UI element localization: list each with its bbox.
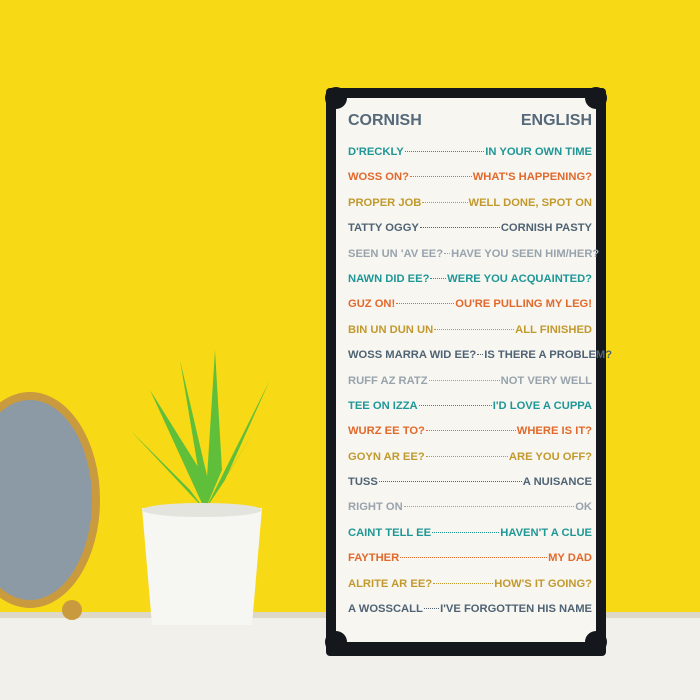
phrase-row: D'RECKLY IN YOUR OWN TIME — [348, 146, 592, 171]
dotted-leader — [425, 430, 516, 432]
english-meaning: I'D LOVE A CUPPA — [492, 399, 592, 412]
dotted-leader — [430, 277, 447, 279]
header-left: CORNISH — [348, 112, 422, 129]
header-right: ENGLISH — [520, 112, 592, 129]
dotted-leader — [432, 531, 500, 533]
english-meaning: HAVEN'T A CLUE — [500, 526, 592, 539]
dotted-leader — [444, 252, 451, 254]
mirror — [0, 392, 100, 620]
cornish-phrase: TATTY OGGY — [348, 222, 419, 235]
phrase-row: WOSS MARRA WID EE? IS THERE A PROBLEM? — [348, 349, 612, 374]
cornish-phrase: PROPER JOB — [348, 196, 422, 209]
phrase-row: GOYN AR EE? ARE YOU OFF? — [348, 451, 592, 476]
dotted-leader — [422, 201, 468, 203]
english-meaning: I'VE FORGOTTEN HIS NAME — [440, 603, 592, 616]
cornish-phrase: TUSS — [348, 476, 378, 489]
phrase-row: GUZ ON! OU'RE PULLING MY LEG! — [348, 298, 592, 323]
plant — [130, 350, 270, 625]
phrase-row: WURZ EE TO? WHERE IS IT? — [348, 425, 592, 450]
english-meaning: MY DAD — [548, 552, 592, 565]
dotted-leader — [418, 404, 492, 406]
phrase-row: FAYTHER MY DAD — [348, 552, 592, 577]
english-meaning: IS THERE A PROBLEM? — [484, 349, 613, 362]
phrase-row: SEEN UN 'AV EE? HAVE YOU SEEN HIM/HER? — [348, 247, 599, 273]
cornish-phrase: SEEN UN 'AV EE? — [348, 247, 444, 260]
english-meaning: HOW'S IT GOING? — [494, 577, 592, 590]
cornish-phrase: RUFF AZ RATZ — [348, 374, 428, 387]
dotted-leader — [404, 151, 485, 152]
cornish-phrase: WURZ EE TO? — [348, 425, 425, 438]
phrase-row: BIN UN DUN UN ALL FINISHED — [348, 324, 592, 349]
phrase-row: TEE ON IZZA I'D LOVE A CUPPA — [348, 400, 592, 425]
phrase-row: TATTY OGGY CORNISH PASTY — [348, 222, 592, 247]
cornish-phrase: GUZ ON! — [348, 298, 396, 311]
cornish-phrase: BIN UN DUN UN — [348, 323, 434, 336]
cornish-phrase: TEE ON IZZA — [348, 399, 418, 412]
dotted-leader — [423, 608, 440, 610]
english-meaning: CORNISH PASTY — [500, 222, 592, 235]
phrase-row: CAINT TELL EE HAVEN'T A CLUE — [348, 527, 592, 552]
dotted-leader — [400, 557, 548, 559]
phrase-row: RUFF AZ RATZ NOT VERY WELL — [348, 375, 592, 400]
phrase-row: RIGHT ON OK — [348, 501, 592, 526]
cornish-phrase: FAYTHER — [348, 552, 400, 565]
phrase-row: PROPER JOB WELL DONE, SPOT ON — [348, 197, 592, 222]
cornish-phrase: RIGHT ON — [348, 501, 403, 514]
dotted-leader — [419, 227, 500, 229]
dotted-leader — [433, 582, 494, 584]
dotted-leader — [409, 176, 472, 178]
sign-board — [325, 87, 607, 656]
cornish-phrase: ALRITE AR EE? — [348, 577, 433, 590]
dotted-leader — [378, 481, 522, 483]
english-meaning: ALL FINISHED — [515, 323, 592, 336]
dotted-leader — [396, 303, 455, 305]
english-meaning: HAVE YOU SEEN HIM/HER? — [451, 247, 600, 260]
english-meaning: A NUISANCE — [522, 476, 592, 489]
english-meaning: WHAT'S HAPPENING? — [472, 171, 592, 184]
english-meaning: WERE YOU ACQUAINTED? — [447, 272, 592, 285]
phrase-row: WOSS ON? WHAT'S HAPPENING? — [348, 171, 592, 196]
english-meaning: IN YOUR OWN TIME — [485, 146, 592, 158]
dotted-leader — [428, 379, 500, 381]
english-meaning: ARE YOU OFF? — [508, 450, 592, 463]
cornish-phrase: CAINT TELL EE — [348, 526, 432, 539]
english-meaning: NOT VERY WELL — [500, 374, 592, 387]
phrase-row: A WOSSCALL I'VE FORGOTTEN HIS NAME — [348, 603, 592, 628]
cornish-phrase: WOSS MARRA WID EE? — [348, 349, 477, 362]
dotted-leader — [403, 506, 575, 508]
phrase-row: NAWN DID EE? WERE YOU ACQUAINTED? — [348, 273, 592, 298]
sign-header: CORNISH ENGLISH — [348, 112, 592, 136]
english-meaning: OU'RE PULLING MY LEG! — [455, 298, 592, 311]
dotted-leader — [425, 455, 508, 457]
phrase-row: TUSS A NUISANCE — [348, 476, 592, 501]
dotted-leader — [477, 354, 484, 356]
cornish-phrase: GOYN AR EE? — [348, 450, 425, 463]
english-meaning: WHERE IS IT? — [516, 425, 592, 438]
cornish-phrase: NAWN DID EE? — [348, 272, 430, 285]
cornish-phrase: WOSS ON? — [348, 171, 409, 184]
phrase-list: D'RECKLY IN YOUR OWN TIME WOSS ON? WHAT'S H… — [348, 146, 612, 628]
cornish-phrase: D'RECKLY — [348, 146, 404, 158]
sign-text: CORNISH ENGLISH D'RECKLY IN YOUR OWN TIME… — [348, 112, 612, 628]
dotted-leader — [434, 328, 515, 330]
cornish-phrase: A WOSSCALL — [348, 603, 423, 616]
phrase-row: ALRITE AR EE? HOW'S IT GOING? — [348, 578, 592, 603]
english-meaning: WELL DONE, SPOT ON — [468, 196, 592, 209]
english-meaning: OK — [575, 501, 592, 514]
